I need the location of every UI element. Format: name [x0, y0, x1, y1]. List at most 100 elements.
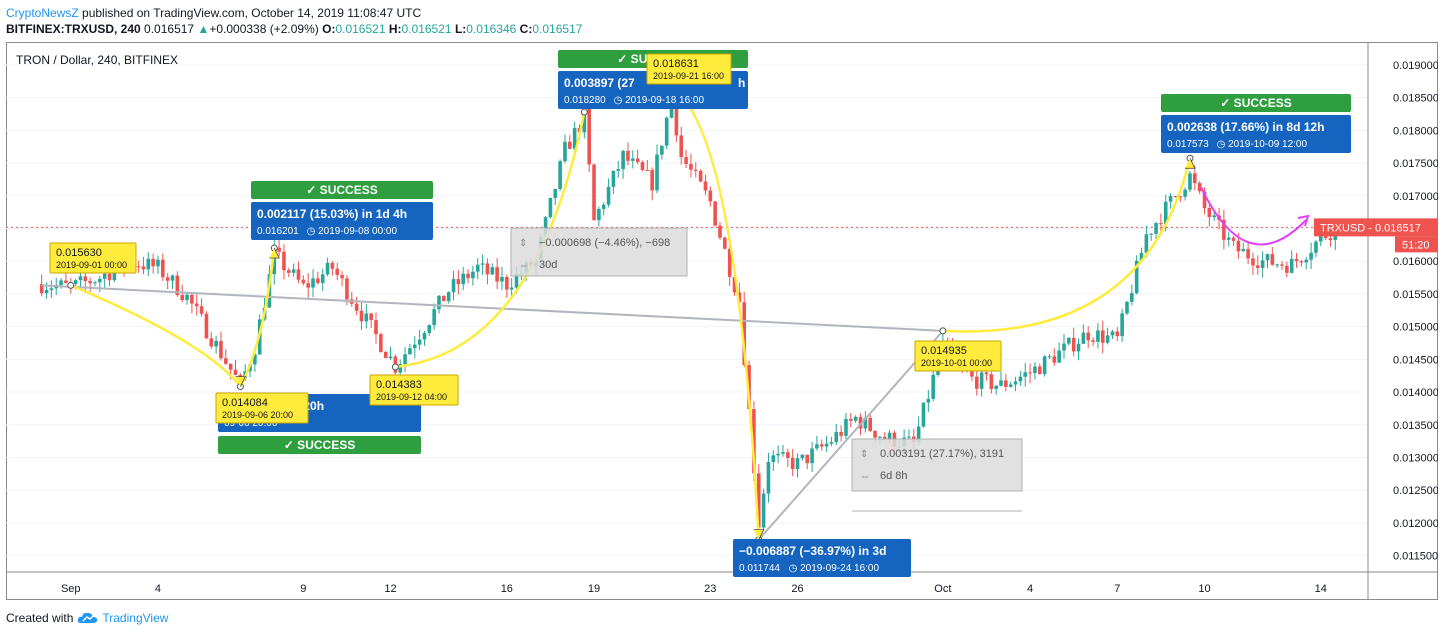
candle [679, 126, 684, 165]
move-box-oct-09[interactable]: 0.002638 (17.66%) in 8d 12h 0.017573 ◷ 201… [1161, 115, 1351, 153]
candle-body [272, 247, 277, 275]
success-badge-2: ✓ SUCCESS [218, 436, 421, 454]
candle [761, 488, 766, 531]
candle-body [78, 276, 83, 281]
candle-body [354, 303, 359, 311]
callout-price: 0.015630 [56, 247, 102, 259]
tradingview-brand[interactable]: TradingView [102, 611, 169, 625]
candle-body [664, 117, 669, 146]
candle [815, 435, 819, 451]
candle-body [456, 279, 461, 285]
candle [359, 302, 364, 330]
candle [693, 162, 698, 178]
candles [39, 95, 1338, 537]
candle [1289, 250, 1294, 274]
candle [868, 413, 872, 433]
candle [931, 369, 935, 402]
countdown-bg [1395, 236, 1438, 253]
candle-body [509, 287, 514, 290]
curve-rise-3 [942, 157, 1192, 333]
candle [165, 273, 170, 289]
candle [1091, 337, 1095, 347]
candle-body [175, 275, 180, 296]
move-box-sep-08[interactable]: 0.002117 (15.03%) in 1d 4h 0.016201 ◷ 2019… [251, 202, 433, 240]
tradingview-cloud-icon [78, 612, 98, 623]
move-box-sep-24[interactable]: −0.006887 (−36.97%) in 3d 0.011744 ◷ 2019-… [733, 539, 911, 577]
candle [194, 294, 199, 316]
candle-body [1042, 356, 1047, 375]
candle-body [277, 247, 281, 252]
candle-body [887, 432, 892, 440]
high-value: 0.016521 [401, 22, 452, 36]
candle-body [1062, 343, 1066, 351]
candle-body [296, 269, 301, 280]
candle-body [713, 201, 717, 226]
candle-body [102, 273, 107, 279]
candle [495, 257, 499, 289]
anchor-point[interactable] [391, 363, 399, 371]
badge-bg [251, 181, 433, 199]
candle-body [1076, 343, 1081, 352]
candle-body [1231, 237, 1236, 241]
candle [383, 351, 388, 359]
range-box-bg [510, 227, 688, 277]
tradingview-logo[interactable]: TradingView [77, 611, 168, 625]
anchor-point[interactable] [939, 327, 947, 335]
candle [989, 371, 994, 394]
candle [1183, 187, 1187, 201]
created-with-text: Created with [6, 611, 74, 625]
y-tick-label: 0.011500 [1393, 551, 1438, 563]
candle [553, 188, 558, 206]
range-box-6d[interactable]: ⇕ 0.003191 (27.17%), 3191 ⇔ 6d 8h [851, 438, 1023, 492]
anchor-point[interactable] [580, 108, 588, 116]
price-chart[interactable]: 0.011500 0.012000 0.012500 0.013000 0.013500… [6, 42, 1438, 600]
candle-body [834, 431, 839, 443]
badge-bg [218, 436, 421, 454]
candle-body [471, 271, 475, 279]
candle [1081, 324, 1086, 344]
candle [1309, 242, 1313, 269]
candle-body [703, 181, 708, 191]
candle-body [1193, 173, 1197, 184]
candle-body [1023, 372, 1028, 377]
candle-body [626, 150, 630, 161]
candle [664, 116, 669, 150]
candle [291, 263, 296, 277]
candle-body [98, 278, 102, 283]
candle [1241, 242, 1246, 252]
candle-body [645, 169, 650, 171]
callout-bg [914, 340, 1002, 372]
y-tick-label: 0.012000 [1393, 518, 1438, 530]
move-target-price: 0.018280 [564, 95, 606, 106]
author-link[interactable]: CryptoNewsZ [6, 6, 79, 20]
candle [621, 149, 625, 179]
y-tick-label: 0.015000 [1393, 322, 1438, 334]
close-label: C: [519, 22, 533, 36]
candle-body [1188, 173, 1192, 190]
range-box-30d[interactable]: ⇕ −0.000698 (−4.46%), −698 ⇔ 30d [510, 227, 688, 277]
candle [1062, 334, 1066, 359]
arrow-up-icon [1184, 158, 1196, 169]
candle-body [1318, 234, 1323, 242]
candle-body [761, 493, 766, 528]
anchor-point[interactable] [67, 281, 75, 289]
candle-body [684, 157, 688, 164]
candle-body [495, 267, 499, 282]
candle [369, 313, 373, 329]
high-label: H: [388, 22, 402, 36]
candle-body [451, 279, 456, 293]
candle-body [970, 370, 974, 377]
candle-body [1130, 293, 1134, 302]
candle-body [316, 278, 320, 284]
y-tick-label: 0.017000 [1393, 191, 1438, 203]
candle-body [93, 282, 97, 284]
callout-date: 2019-09-12 04:00 [376, 392, 447, 402]
candle-body [994, 385, 998, 389]
candle-body [383, 351, 388, 359]
move-target-date: ◷ 2019-10-09 12:00 [1217, 139, 1308, 150]
